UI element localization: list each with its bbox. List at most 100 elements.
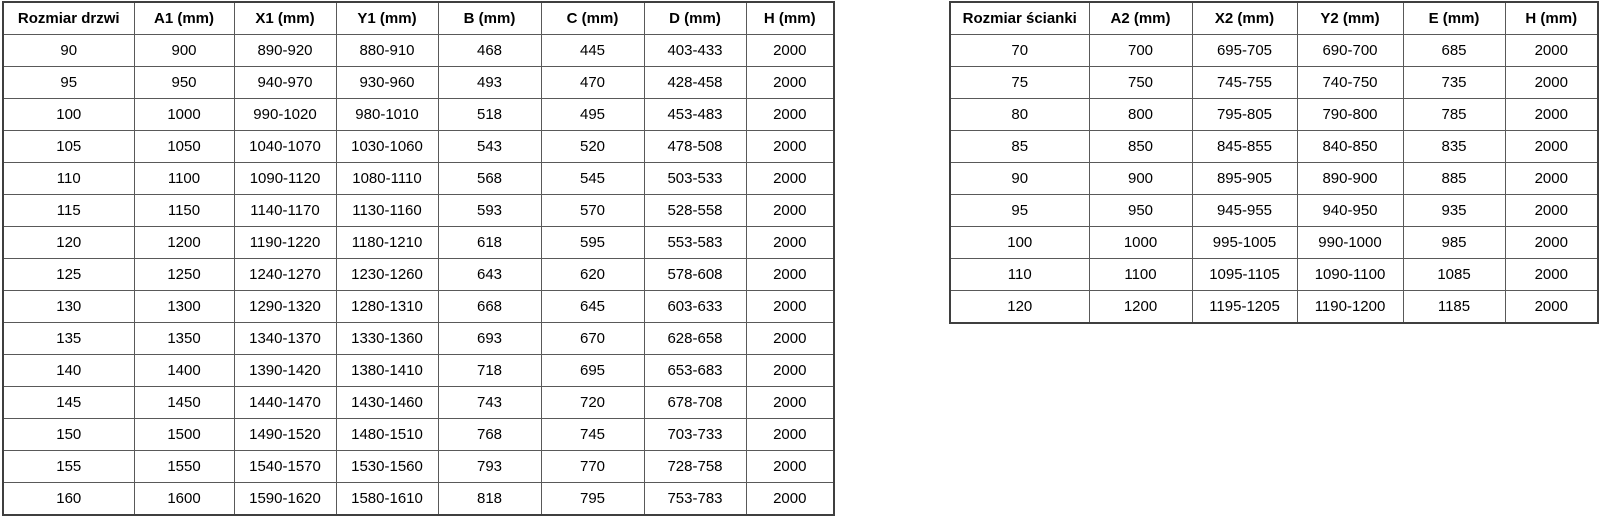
table-cell: 985 xyxy=(1402,226,1506,259)
door-size-table: Rozmiar drzwi A1 (mm) X1 (mm) Y1 (mm) B (mm)… xyxy=(2,1,835,516)
table-cell: 545 xyxy=(540,162,645,195)
table-cell: 945-955 xyxy=(1191,194,1298,227)
table-cell: 890-900 xyxy=(1296,162,1404,195)
table-cell: 145 xyxy=(2,386,135,419)
table-cell: 845-855 xyxy=(1191,130,1298,163)
table-cell: 2000 xyxy=(1504,194,1599,227)
table-cell: 793 xyxy=(437,450,542,483)
table-cell: 750 xyxy=(1088,66,1193,99)
table-cell: 470 xyxy=(540,66,645,99)
table-row: 160 1600 1590-1620 1580-1610 818 795 753-783 20… xyxy=(2,482,835,516)
table-cell: 1540-1570 xyxy=(233,450,337,483)
table-cell: 1530-1560 xyxy=(335,450,439,483)
table-row: 110 1100 1090-1120 1080-1110 568 545 503-533 20… xyxy=(2,162,835,195)
table-cell: 528-558 xyxy=(643,194,747,227)
table-cell: 1430-1460 xyxy=(335,386,439,419)
table-cell: 1450 xyxy=(133,386,235,419)
table-cell: 1150 xyxy=(133,194,235,227)
table-cell: 1040-1070 xyxy=(233,130,337,163)
table-cell: 2000 xyxy=(1504,290,1599,324)
table-cell: 835 xyxy=(1402,130,1506,163)
table-cell: 2000 xyxy=(745,34,835,67)
table-cell: 885 xyxy=(1402,162,1506,195)
table-cell: 2000 xyxy=(745,162,835,195)
table-cell: 940-970 xyxy=(233,66,337,99)
table-cell: 1190-1220 xyxy=(233,226,337,259)
table-cell: 1250 xyxy=(133,258,235,291)
table-cell: 110 xyxy=(2,162,135,195)
table-cell: 643 xyxy=(437,258,542,291)
table-cell: 518 xyxy=(437,98,542,131)
table-cell: 1480-1510 xyxy=(335,418,439,451)
table-cell: 900 xyxy=(133,34,235,67)
table-cell: 503-533 xyxy=(643,162,747,195)
table-cell: 1600 xyxy=(133,482,235,516)
table-cell: 753-783 xyxy=(643,482,747,516)
table-cell: 130 xyxy=(2,290,135,323)
table-cell: 543 xyxy=(437,130,542,163)
table-cell: 85 xyxy=(949,130,1090,163)
table-cell: 1500 xyxy=(133,418,235,451)
table-row: 125 1250 1240-1270 1230-1260 643 620 578-608 20… xyxy=(2,258,835,291)
table-cell: 1400 xyxy=(133,354,235,387)
table-cell: 980-1010 xyxy=(335,98,439,131)
table-row: 140 1400 1390-1420 1380-1410 718 695 653-683 20… xyxy=(2,354,835,387)
table-cell: 1240-1270 xyxy=(233,258,337,291)
table-cell: 950 xyxy=(133,66,235,99)
table-cell: 695 xyxy=(540,354,645,387)
table-row: 95 950 945-955 940-950 935 2000 xyxy=(949,194,1599,227)
table-cell: 700 xyxy=(1088,34,1193,67)
table-cell: 745 xyxy=(540,418,645,451)
table-cell: 728-758 xyxy=(643,450,747,483)
table-cell: 2000 xyxy=(745,194,835,227)
table-cell: 100 xyxy=(2,98,135,131)
table-cell: 628-658 xyxy=(643,322,747,355)
table-cell: 403-433 xyxy=(643,34,747,67)
table-cell: 593 xyxy=(437,194,542,227)
table-cell: 990-1020 xyxy=(233,98,337,131)
table-cell: 670 xyxy=(540,322,645,355)
table-cell: 553-583 xyxy=(643,226,747,259)
table-cell: 735 xyxy=(1402,66,1506,99)
column-header: Rozmiar drzwi xyxy=(2,1,135,35)
table-cell: 1350 xyxy=(133,322,235,355)
table-cell: 578-608 xyxy=(643,258,747,291)
table-row: 80 800 795-805 790-800 785 2000 xyxy=(949,98,1599,131)
column-header: H (mm) xyxy=(745,1,835,35)
table-cell: 935 xyxy=(1402,194,1506,227)
table-cell: 1185 xyxy=(1402,290,1506,324)
table-cell: 115 xyxy=(2,194,135,227)
table-cell: 2000 xyxy=(1504,226,1599,259)
table-cell: 1080-1110 xyxy=(335,162,439,195)
table-cell: 2000 xyxy=(1504,34,1599,67)
table-cell: 1380-1410 xyxy=(335,354,439,387)
table-cell: 495 xyxy=(540,98,645,131)
table-row: 70 700 695-705 690-700 685 2000 xyxy=(949,34,1599,67)
table-row: 95 950 940-970 930-960 493 470 428-458 2000 xyxy=(2,66,835,99)
table-cell: 693 xyxy=(437,322,542,355)
table-cell: 155 xyxy=(2,450,135,483)
table-cell: 1090-1120 xyxy=(233,162,337,195)
table-cell: 468 xyxy=(437,34,542,67)
table-row: 120 1200 1195-1205 1190-1200 1185 2000 xyxy=(949,290,1599,324)
table-row: 85 850 845-855 840-850 835 2000 xyxy=(949,130,1599,163)
column-header: C (mm) xyxy=(540,1,645,35)
table-row: 90 900 890-920 880-910 468 445 403-433 2000 xyxy=(2,34,835,67)
header-row: Rozmiar drzwi A1 (mm) X1 (mm) Y1 (mm) B (mm)… xyxy=(2,1,835,35)
table-cell: 445 xyxy=(540,34,645,67)
table-cell: 90 xyxy=(2,34,135,67)
table-cell: 790-800 xyxy=(1296,98,1404,131)
table-cell: 80 xyxy=(949,98,1090,131)
column-header: Y1 (mm) xyxy=(335,1,439,35)
table-cell: 800 xyxy=(1088,98,1193,131)
column-header: X1 (mm) xyxy=(233,1,337,35)
table-cell: 135 xyxy=(2,322,135,355)
table-cell: 2000 xyxy=(745,322,835,355)
table-cell: 140 xyxy=(2,354,135,387)
table-cell: 678-708 xyxy=(643,386,747,419)
table-cell: 743 xyxy=(437,386,542,419)
table-cell: 2000 xyxy=(1504,162,1599,195)
table-cell: 2000 xyxy=(1504,98,1599,131)
table-cell: 603-633 xyxy=(643,290,747,323)
table-cell: 70 xyxy=(949,34,1090,67)
